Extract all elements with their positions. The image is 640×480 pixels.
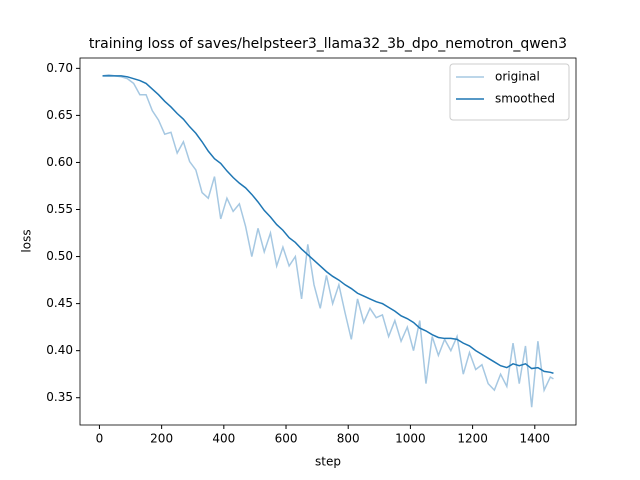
y-tick-label: 0.55 [46, 202, 73, 216]
chart-title: training loss of saves/helpsteer3_llama3… [89, 36, 567, 52]
x-tick-label: 800 [337, 432, 360, 446]
x-tick-label: 600 [275, 432, 298, 446]
x-axis-label: step [315, 455, 341, 469]
x-tick-label: 200 [150, 432, 173, 446]
y-tick-label: 0.50 [46, 249, 73, 263]
y-axis-label: loss [20, 229, 34, 252]
x-tick-label: 1400 [520, 432, 551, 446]
line-series [102, 74, 554, 408]
x-tick-label: 1000 [395, 432, 426, 446]
y-tick-label: 0.35 [46, 390, 73, 404]
x-tick-label: 400 [212, 432, 235, 446]
line-series [102, 75, 554, 374]
y-tick-label: 0.70 [46, 61, 73, 75]
x-tick-label: 1200 [457, 432, 488, 446]
legend-label: original [495, 70, 540, 84]
legend-box [449, 63, 570, 121]
y-tick-label: 0.40 [46, 343, 73, 357]
legend-label: smoothed [495, 92, 555, 106]
y-tick-label: 0.45 [46, 296, 73, 310]
y-tick-label: 0.65 [46, 108, 73, 122]
y-tick-label: 0.60 [46, 155, 73, 169]
axes-frame [79, 57, 577, 426]
x-tick-label: 0 [96, 432, 104, 446]
